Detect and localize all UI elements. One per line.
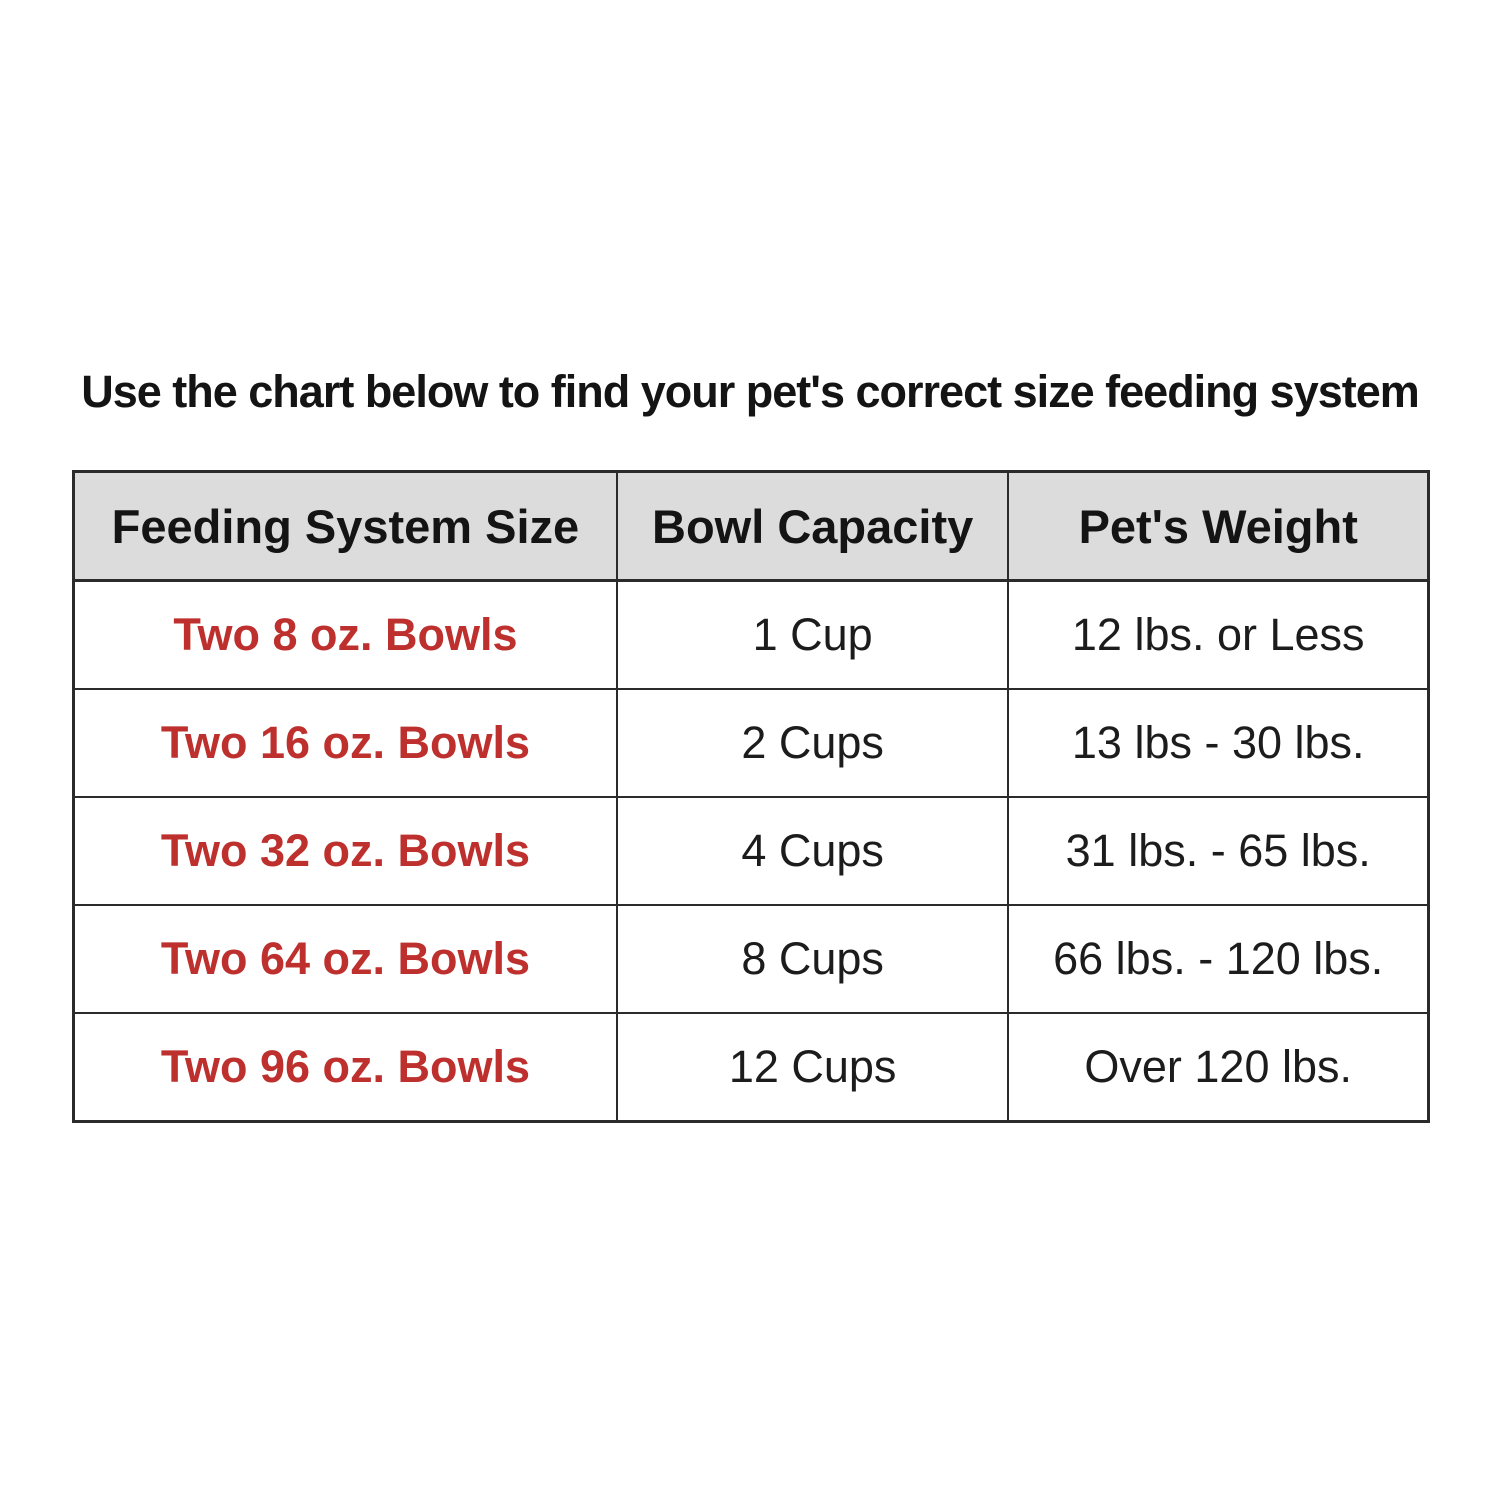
header-bowl-capacity: Bowl Capacity: [615, 470, 1010, 582]
size-cell: Two 8 oz. Bowls: [72, 579, 618, 690]
table-header-row: Feeding System Size Bowl Capacity Pet's …: [72, 470, 1430, 582]
capacity-cell: 8 Cups: [615, 904, 1010, 1014]
table-row: Two 8 oz. Bowls 1 Cup 12 lbs. or Less: [72, 579, 1430, 690]
size-cell: Two 16 oz. Bowls: [72, 688, 618, 798]
capacity-cell: 4 Cups: [615, 796, 1010, 906]
capacity-cell: 2 Cups: [615, 688, 1010, 798]
chart-title: Use the chart below to find your pet's c…: [81, 366, 1420, 417]
table-row: Two 96 oz. Bowls 12 Cups Over 120 lbs.: [72, 1012, 1430, 1123]
size-cell: Two 96 oz. Bowls: [72, 1012, 618, 1123]
capacity-cell: 12 Cups: [615, 1012, 1010, 1123]
table-row: Two 32 oz. Bowls 4 Cups 31 lbs. - 65 lbs…: [72, 796, 1430, 906]
header-pets-weight: Pet's Weight: [1007, 470, 1430, 582]
weight-cell: 12 lbs. or Less: [1007, 579, 1430, 690]
feeding-size-table: Feeding System Size Bowl Capacity Pet's …: [72, 470, 1430, 1123]
weight-cell: Over 120 lbs.: [1007, 1012, 1430, 1123]
weight-cell: 31 lbs. - 65 lbs.: [1007, 796, 1430, 906]
header-feeding-system-size: Feeding System Size: [72, 470, 618, 582]
table-row: Two 64 oz. Bowls 8 Cups 66 lbs. - 120 lb…: [72, 904, 1430, 1014]
weight-cell: 66 lbs. - 120 lbs.: [1007, 904, 1430, 1014]
weight-cell: 13 lbs - 30 lbs.: [1007, 688, 1430, 798]
capacity-cell: 1 Cup: [615, 579, 1010, 690]
table-row: Two 16 oz. Bowls 2 Cups 13 lbs - 30 lbs.: [72, 688, 1430, 798]
size-cell: Two 32 oz. Bowls: [72, 796, 618, 906]
size-cell: Two 64 oz. Bowls: [72, 904, 618, 1014]
